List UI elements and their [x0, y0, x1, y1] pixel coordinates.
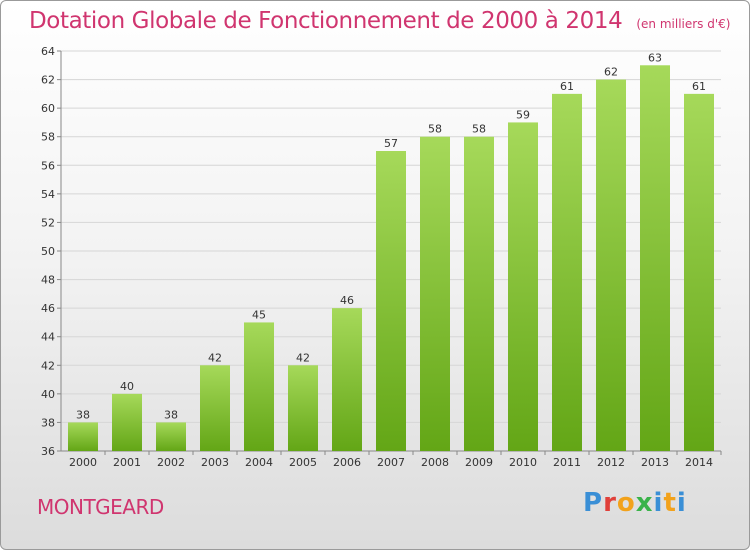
x-tick-label: 2009	[465, 456, 493, 469]
x-tick-label: 2006	[333, 456, 361, 469]
y-tick-label: 38	[41, 416, 55, 429]
bar	[68, 422, 98, 451]
data-label: 57	[384, 137, 398, 150]
y-tick-label: 40	[41, 388, 55, 401]
city-name: MONTGEARD	[37, 495, 164, 519]
title-text: Dotation Globale de Fonctionnement de 20…	[29, 8, 623, 34]
x-tick-label: 2012	[597, 456, 625, 469]
x-tick-label: 2002	[157, 456, 185, 469]
y-tick-label: 58	[41, 131, 55, 144]
bar	[112, 393, 142, 451]
data-label: 38	[164, 408, 178, 421]
bars	[68, 65, 714, 452]
y-tick-label: 42	[41, 359, 55, 372]
data-label: 40	[120, 380, 134, 393]
bar	[420, 136, 450, 451]
bar	[508, 122, 538, 451]
data-label: 58	[472, 123, 486, 136]
x-tick-label: 2010	[509, 456, 537, 469]
x-tick-label: 2011	[553, 456, 581, 469]
x-tick-label: 2014	[685, 456, 713, 469]
x-tick-label: 2007	[377, 456, 405, 469]
bar	[552, 93, 582, 451]
y-tick-label: 50	[41, 245, 55, 258]
proxiti-logo: Proxiti	[583, 488, 687, 518]
data-label: 61	[692, 80, 706, 93]
y-tick-label: 44	[41, 331, 55, 344]
y-tick-label: 60	[41, 102, 55, 115]
y-tick-labels: 36 38 40 42 44 46 48 50 52 54 56 58 60 62 64	[41, 45, 55, 458]
data-label: 61	[560, 80, 574, 93]
bar	[332, 308, 362, 451]
y-tick-label: 62	[41, 74, 55, 87]
x-tick-label: 2004	[245, 456, 273, 469]
data-label: 42	[208, 351, 222, 364]
y-tick-label: 64	[41, 45, 55, 58]
x-tick-label: 2008	[421, 456, 449, 469]
y-tick-label: 56	[41, 159, 55, 172]
y-tick-label: 46	[41, 302, 55, 315]
bar	[596, 79, 626, 452]
bar	[244, 322, 274, 451]
x-tick-label: 2000	[69, 456, 97, 469]
x-tick-label: 2013	[641, 456, 669, 469]
bar	[684, 93, 714, 451]
bar	[640, 65, 670, 452]
bar	[288, 365, 318, 451]
data-label: 58	[428, 123, 442, 136]
data-label: 62	[604, 66, 618, 79]
y-tick-label: 36	[41, 445, 55, 458]
data-label: 59	[516, 108, 530, 121]
bar	[464, 136, 494, 451]
y-tick-label: 48	[41, 274, 55, 287]
x-tick-label: 2001	[113, 456, 141, 469]
data-label: 38	[76, 408, 90, 421]
chart-subtitle: (en milliers d'€)	[636, 17, 731, 31]
y-tick-label: 54	[41, 188, 55, 201]
x-tick-labels: 2000 2001 2002 2003 2004 2005 2006 2007 2008 2009…	[69, 456, 713, 469]
data-labels: 38 40 38 42 45 42 46 57 58 58 59 61 62 63 61	[76, 51, 706, 421]
data-label: 45	[252, 308, 266, 321]
data-label: 63	[648, 51, 662, 64]
bar	[376, 151, 406, 451]
y-tick-label: 52	[41, 216, 55, 229]
x-tick-label: 2005	[289, 456, 317, 469]
data-label: 42	[296, 351, 310, 364]
bar	[156, 422, 186, 451]
x-tick-label: 2003	[201, 456, 229, 469]
chart-title: Dotation Globale de Fonctionnement de 20…	[29, 8, 730, 34]
bar	[200, 365, 230, 451]
data-label: 46	[340, 294, 354, 307]
